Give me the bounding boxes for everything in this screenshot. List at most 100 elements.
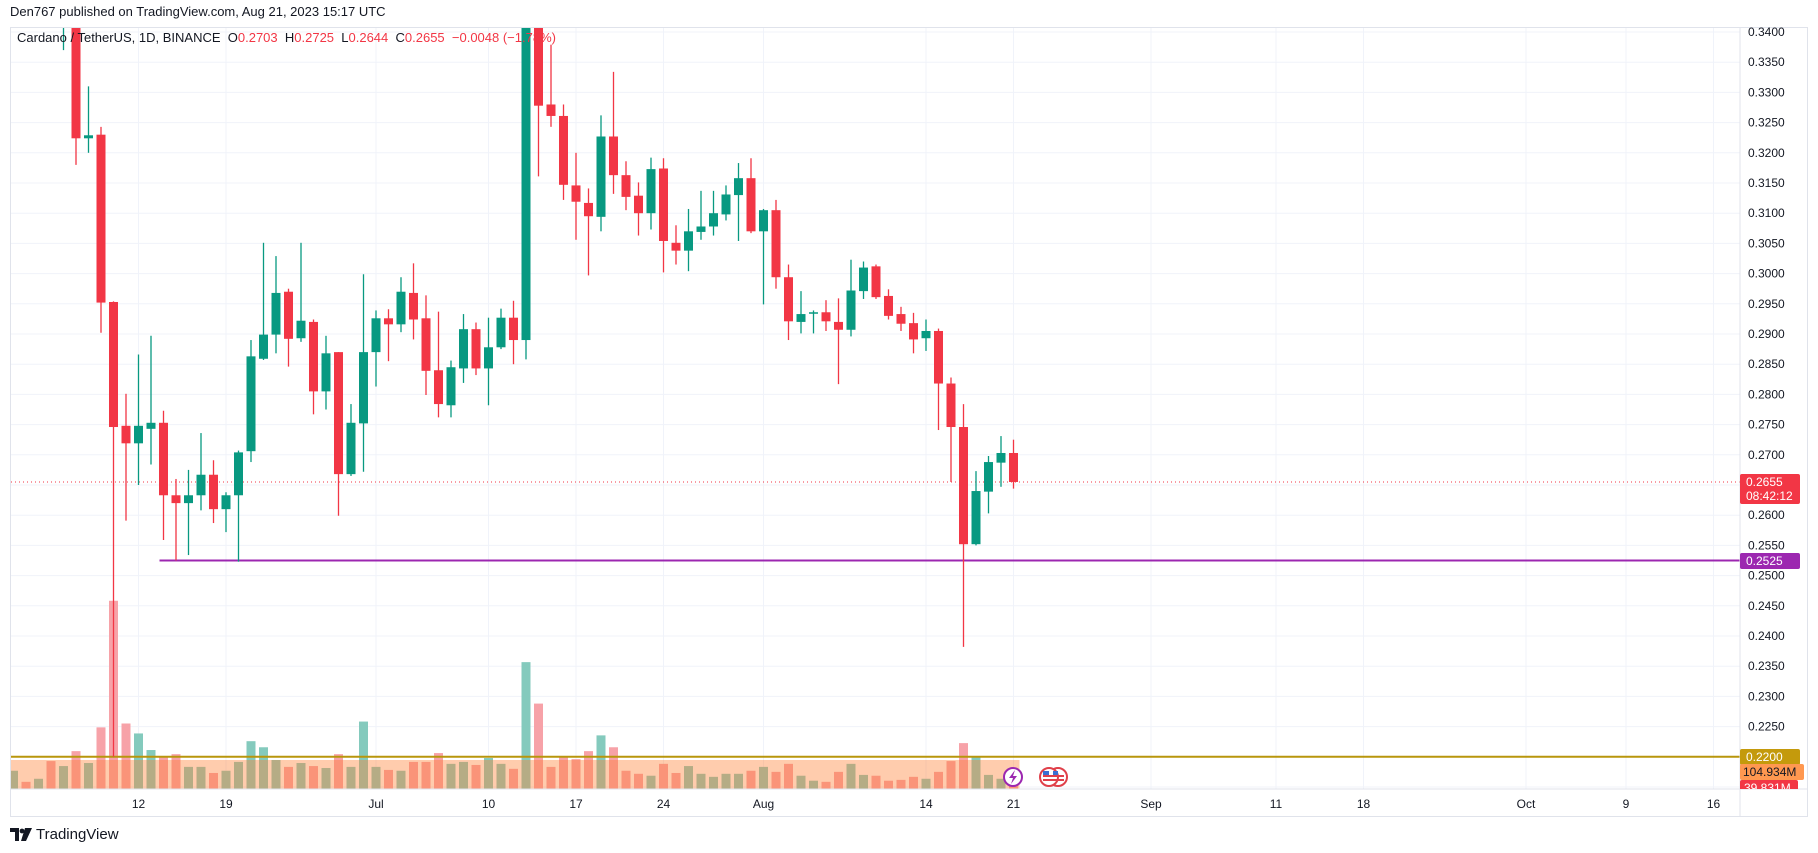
- volume-bar: [84, 763, 93, 789]
- candle-body: [434, 370, 443, 405]
- candle: [146, 335, 156, 465]
- candle: [671, 225, 681, 265]
- candle-body: [284, 291, 293, 339]
- candle: [721, 185, 731, 221]
- time-axis[interactable]: 12 19 Jul 10 17 24 Aug 14 21 Sep 11 18 Oct 9 16: [11, 788, 1808, 811]
- symbol-legend[interactable]: Cardano / TetherUS, 1D, BINANCE O0.2703 …: [17, 30, 556, 45]
- volume-bar: [984, 774, 993, 789]
- price-tick-label: 0.2500: [1748, 569, 1785, 583]
- candle: [471, 322, 481, 376]
- candle: [434, 311, 443, 418]
- candle: [196, 433, 206, 511]
- candle: [246, 340, 256, 463]
- chart-frame: [10, 27, 1808, 817]
- candle-body: [96, 134, 106, 303]
- lightning-event-icon[interactable]: [1003, 767, 1023, 787]
- volume-bar: [184, 766, 193, 789]
- candle: [846, 259, 856, 337]
- last-price-label: 0.2655 08:42:12: [1740, 474, 1800, 504]
- candle-body: [146, 422, 156, 429]
- candle-body: [559, 115, 568, 185]
- candle: [734, 163, 743, 241]
- candle-body: [834, 321, 843, 330]
- candle-body: [671, 242, 681, 251]
- candle: [409, 263, 418, 340]
- candle-body: [271, 292, 281, 335]
- volume-bar: [796, 775, 806, 789]
- candle-body: [471, 329, 481, 369]
- candle-body: [346, 422, 356, 475]
- volume-bar: [959, 743, 968, 789]
- price-tick-label: 0.3150: [1748, 176, 1785, 190]
- candle: [784, 264, 793, 341]
- volume-bar: [546, 766, 556, 789]
- volume-bar: [896, 779, 906, 789]
- candle: [521, 28, 531, 360]
- volume-bar: [821, 781, 831, 789]
- candle-body: [446, 367, 456, 406]
- candle-body: [596, 136, 606, 217]
- time-tick-label: 18: [1357, 797, 1371, 811]
- candle: [171, 478, 181, 561]
- close-value: 0.2655: [404, 30, 445, 45]
- candle: [496, 308, 506, 350]
- candle-body: [984, 462, 993, 492]
- price-tick-label: 0.3250: [1748, 116, 1785, 130]
- time-tick-label: 19: [219, 797, 233, 811]
- candle-body: [621, 175, 631, 197]
- volume-bar: [921, 778, 931, 789]
- time-tick-label: Sep: [1140, 797, 1162, 811]
- candle-body: [796, 314, 806, 322]
- us-flag-event-icon[interactable]: [1039, 767, 1068, 787]
- symbol-name[interactable]: Cardano / TetherUS, 1D, BINANCE: [17, 30, 221, 45]
- volume-bar: [321, 767, 331, 789]
- candle-body: [571, 185, 581, 202]
- volume-bar: [309, 766, 318, 789]
- price-tick-label: 0.2400: [1748, 629, 1785, 643]
- price-tick-label: 0.2450: [1748, 599, 1785, 613]
- volume-bar: [234, 761, 243, 789]
- candle-body: [696, 226, 706, 232]
- tradingview-logo[interactable]: TradingView: [10, 826, 119, 843]
- candle-body: [134, 425, 143, 444]
- candle: [396, 277, 406, 333]
- volume-bar: [609, 747, 618, 789]
- candle: [709, 190, 718, 236]
- volume-bar: [134, 733, 143, 789]
- price-axis[interactable]: 0.3400 0.3350 0.3300 0.3250 0.3200 0.3150 0.31…: [1739, 25, 1785, 817]
- candle: [284, 288, 293, 367]
- time-tick-label: 12: [132, 797, 146, 811]
- time-tick-label: 9: [1623, 797, 1630, 811]
- volume-ma-label: 104.934M: [1740, 764, 1804, 780]
- candle: [546, 44, 556, 127]
- volume-bar: [246, 741, 256, 789]
- volume-bar: [209, 772, 218, 789]
- candle-body: [871, 266, 881, 298]
- price-tick-label: 0.2350: [1748, 659, 1785, 673]
- volume-bar: [196, 766, 206, 789]
- candle-body: [159, 422, 168, 496]
- candle-body: [821, 312, 831, 322]
- time-tick-label: 17: [569, 797, 583, 811]
- volume-bar: [11, 770, 18, 789]
- candle-body: [934, 330, 943, 384]
- volume-bar: [146, 750, 156, 789]
- candle: [796, 291, 806, 334]
- volume-bar: [296, 763, 306, 789]
- time-tick-label: 10: [482, 797, 496, 811]
- candle: [459, 314, 468, 383]
- volume-bar: [834, 771, 843, 789]
- candle: [234, 450, 243, 562]
- candle: [159, 410, 168, 540]
- time-tick-label: 16: [1707, 797, 1721, 811]
- volume-bar: [334, 754, 343, 789]
- candle: [384, 309, 393, 362]
- candle-body: [259, 334, 268, 359]
- candle: [134, 354, 143, 485]
- candle: [909, 312, 918, 354]
- candle: [634, 182, 643, 236]
- tradingview-brand: TradingView: [36, 826, 119, 843]
- candle-body: [84, 135, 93, 139]
- horizontal-lines[interactable]: [11, 481, 1740, 758]
